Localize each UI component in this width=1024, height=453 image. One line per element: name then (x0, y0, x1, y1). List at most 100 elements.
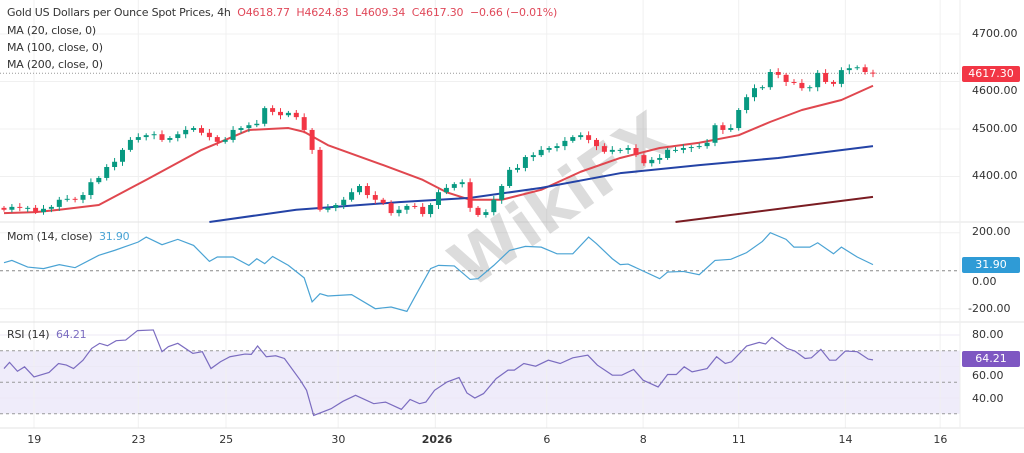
last-price-tag: 4617.30 (962, 66, 1020, 82)
candle-bullish (562, 140, 568, 147)
candle-bullish (222, 139, 228, 142)
candle-bearish (372, 195, 378, 200)
candle-bullish (704, 142, 710, 147)
candle-bullish (262, 108, 268, 124)
candle-bullish (680, 148, 686, 150)
candle-bullish (625, 148, 631, 150)
rsi-value: 64.21 (55, 328, 87, 341)
candle-bearish (641, 155, 647, 164)
candle-bullish (254, 123, 260, 126)
candle-bearish (412, 205, 418, 207)
ohlc-open: O4618.77 (237, 6, 290, 19)
candle-bullish (143, 135, 149, 138)
time-tick-label: 14 (838, 433, 853, 446)
candle-bullish (56, 199, 62, 207)
candle-bullish (617, 149, 623, 151)
candle-bearish (870, 72, 876, 74)
candle-bearish (199, 128, 204, 133)
momentum-title: Mom (14, close) (7, 230, 93, 243)
candle-bullish (578, 135, 584, 138)
rsi-value-tag: 64.21 (962, 351, 1020, 367)
candle-bearish (388, 203, 394, 214)
candle-bullish (649, 159, 655, 164)
candle-bearish (475, 207, 481, 215)
candle-bullish (459, 182, 465, 185)
candle-bearish (601, 146, 607, 152)
rsi-tick-label: 40.00 (972, 392, 1004, 405)
candle-bullish (349, 192, 355, 200)
candle-bearish (159, 134, 165, 140)
price-tick-label: 4500.00 (972, 122, 1018, 135)
candle-bullish (357, 186, 362, 193)
rsi-tick-label: 60.00 (972, 369, 1004, 382)
candle-bullish (436, 192, 441, 205)
candle-bullish (483, 212, 489, 215)
candle-bullish (515, 167, 520, 170)
candle-bearish (317, 149, 323, 210)
candle-bullish (688, 147, 694, 149)
candle-bullish (546, 148, 552, 150)
candle-bullish (404, 205, 410, 210)
candle-bullish (443, 187, 449, 193)
candle-bearish (420, 206, 426, 215)
time-tick-label: 8 (639, 433, 647, 446)
candle-bullish (246, 125, 252, 129)
candle-bearish (1, 207, 7, 210)
time-tick-label: 2026 (421, 433, 453, 446)
candle-bullish (752, 88, 757, 98)
candle-bearish (17, 206, 23, 208)
candle-bearish (775, 72, 781, 75)
candle-bearish (594, 139, 599, 147)
candle-bearish (278, 111, 283, 116)
ohlc-low: L4609.34 (355, 6, 406, 19)
price-tick-label: 4600.00 (972, 84, 1018, 97)
candle-bearish (586, 135, 592, 140)
candle-bullish (507, 169, 513, 186)
time-tick-label: 16 (933, 433, 948, 446)
candle-bullish (522, 157, 528, 168)
candle-bullish (657, 157, 663, 160)
time-tick-label: 11 (731, 433, 746, 446)
candle-bullish (838, 70, 844, 84)
candle-bullish (491, 199, 497, 213)
momentum-tick-label: -200.00 (968, 302, 1011, 315)
momentum-tick-label: 0.00 (972, 275, 997, 288)
candle-bearish (301, 117, 307, 130)
candle-bearish (783, 74, 789, 82)
candle-bullish (167, 138, 173, 140)
candle-bearish (206, 132, 212, 138)
ma100-legend[interactable]: MA (100, close, 0) (7, 41, 103, 54)
candle-bullish (530, 155, 536, 158)
candle-bullish (120, 149, 125, 162)
candle-bearish (799, 82, 805, 89)
momentum-legend[interactable]: Mom (14, close) 31.90 (7, 230, 130, 243)
candle-bullish (428, 205, 434, 215)
candle-bearish (33, 207, 39, 213)
momentum-line (3, 231, 874, 313)
candle-bullish (665, 149, 671, 158)
ma200-legend[interactable]: MA (200, close, 0) (7, 58, 103, 71)
rsi-tick-label: 80.00 (972, 328, 1004, 341)
time-tick-label: 19 (27, 433, 42, 446)
rsi-title: RSI (14) (7, 328, 50, 341)
candle-bullish (673, 149, 678, 151)
ma200-line (675, 195, 874, 223)
candle-bullish (175, 134, 181, 139)
candle-bearish (720, 125, 726, 130)
time-tick-label: 30 (331, 433, 346, 446)
rsi-legend[interactable]: RSI (14) 64.21 (7, 328, 87, 341)
candle-bullish (25, 207, 31, 209)
time-tick-label: 6 (543, 433, 551, 446)
price-change: −0.66 (−0.01%) (469, 6, 558, 19)
ohlc-close: C4617.30 (411, 6, 464, 19)
candle-bullish (238, 128, 244, 130)
momentum-value-tag: 31.90 (962, 257, 1020, 273)
candle-bullish (570, 137, 576, 141)
candle-bullish (333, 205, 339, 208)
candle-bullish (815, 72, 821, 88)
candle-bullish (696, 146, 702, 148)
candle-bullish (728, 128, 734, 130)
ma20-legend[interactable]: MA (20, close, 0) (7, 24, 97, 37)
candle-bearish (791, 81, 797, 83)
